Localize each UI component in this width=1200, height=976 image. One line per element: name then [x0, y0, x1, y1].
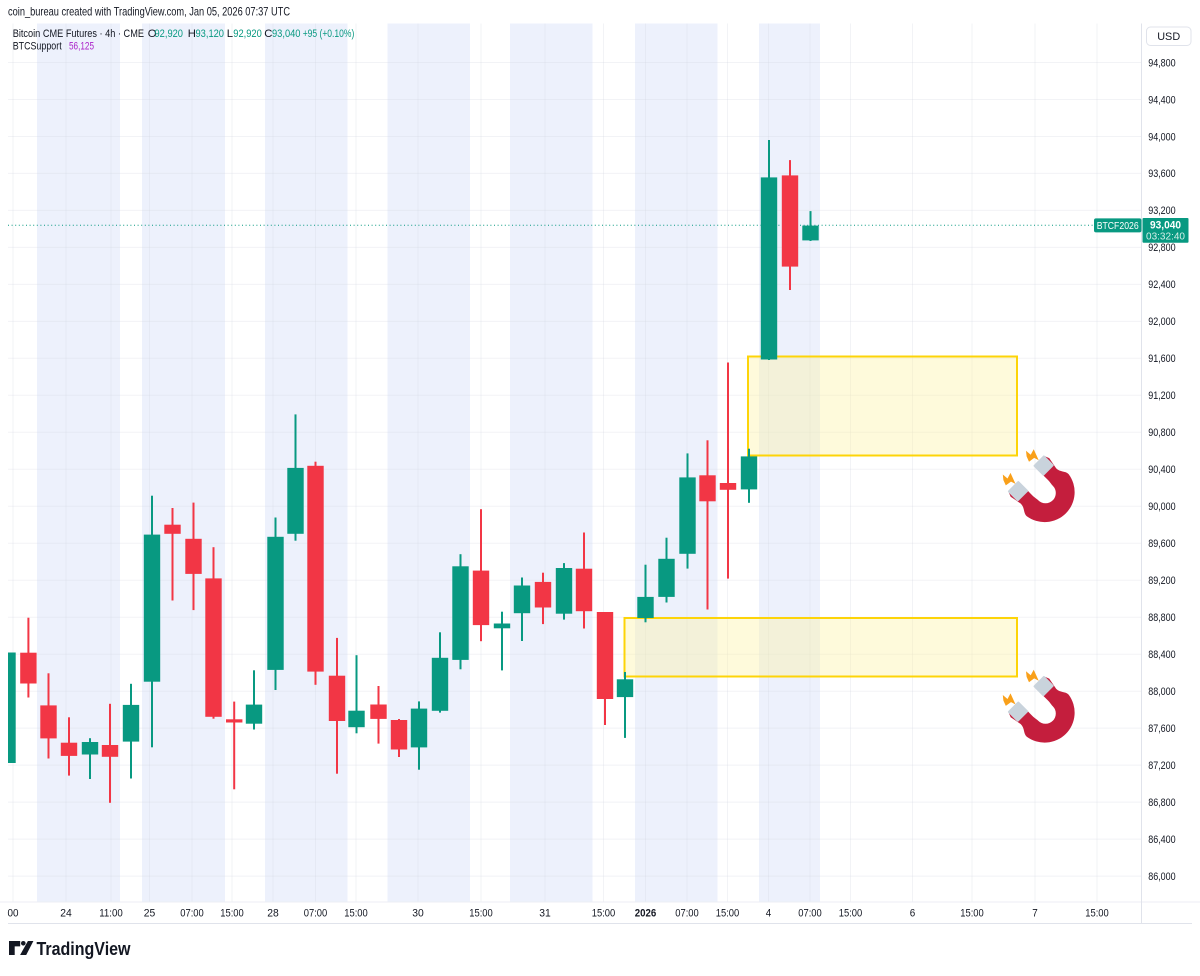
svg-text:07:00: 07:00: [675, 908, 699, 920]
svg-text:92,920: 92,920: [233, 28, 261, 40]
svg-text:+95 (+0.10%): +95 (+0.10%): [303, 28, 355, 40]
svg-text:92,800: 92,800: [1148, 242, 1176, 254]
svg-text:86,400: 86,400: [1148, 834, 1176, 846]
svg-text:87,600: 87,600: [1148, 723, 1176, 735]
svg-text:24: 24: [60, 908, 72, 920]
svg-text:15:00: 15:00: [839, 908, 863, 920]
svg-text:30: 30: [412, 908, 424, 920]
svg-text:7: 7: [1032, 908, 1038, 920]
svg-text:93,200: 93,200: [1148, 205, 1176, 217]
svg-text:BTCF2026: BTCF2026: [1097, 221, 1139, 232]
svg-text:25: 25: [144, 908, 156, 920]
svg-text:89,600: 89,600: [1148, 538, 1176, 550]
svg-text:07:00: 07:00: [304, 908, 328, 920]
svg-text:BTCSupport: BTCSupport: [13, 41, 63, 53]
svg-text:90,400: 90,400: [1148, 464, 1176, 476]
svg-text:03:32:40: 03:32:40: [1146, 231, 1185, 243]
svg-text:87,200: 87,200: [1148, 760, 1176, 772]
svg-text:56,125: 56,125: [69, 41, 94, 53]
svg-text:90,000: 90,000: [1148, 501, 1176, 513]
svg-text:88,800: 88,800: [1148, 612, 1176, 624]
svg-text:93,600: 93,600: [1148, 168, 1176, 180]
svg-text:USD: USD: [1157, 31, 1180, 43]
svg-text:91,200: 91,200: [1148, 390, 1176, 402]
svg-text:92,920: 92,920: [155, 28, 184, 40]
svg-text:92,000: 92,000: [1148, 316, 1176, 328]
svg-text:93,040: 93,040: [272, 28, 301, 40]
svg-text:L: L: [227, 28, 233, 40]
svg-text:15:00: 15:00: [1085, 908, 1109, 920]
svg-text:92,400: 92,400: [1148, 279, 1176, 291]
svg-text:2026: 2026: [635, 908, 657, 920]
svg-text:6: 6: [910, 908, 916, 920]
svg-text:11:00: 11:00: [99, 908, 123, 920]
svg-text:31: 31: [539, 908, 551, 920]
svg-text:94,000: 94,000: [1148, 131, 1176, 143]
svg-text:07:00: 07:00: [180, 908, 204, 920]
svg-text:15:00: 15:00: [220, 908, 244, 920]
svg-text:94,400: 94,400: [1148, 94, 1176, 106]
svg-text:91,600: 91,600: [1148, 353, 1176, 365]
svg-text:93,040: 93,040: [1150, 219, 1181, 231]
svg-text:TradingView: TradingView: [37, 938, 132, 959]
svg-text:28: 28: [267, 908, 279, 920]
svg-text:15:00: 15:00: [716, 908, 740, 920]
svg-text:94,800: 94,800: [1148, 57, 1176, 69]
svg-text:88,400: 88,400: [1148, 649, 1176, 661]
svg-text:00: 00: [8, 908, 19, 920]
svg-text:Bitcoin CME Futures · 4h · CME: Bitcoin CME Futures · 4h · CME: [13, 28, 145, 40]
svg-text:15:00: 15:00: [960, 908, 984, 920]
svg-text:89,200: 89,200: [1148, 575, 1176, 587]
svg-text:86,800: 86,800: [1148, 797, 1176, 809]
svg-text:07:00: 07:00: [798, 908, 822, 920]
svg-text:H: H: [188, 28, 196, 40]
svg-text:88,000: 88,000: [1148, 686, 1176, 698]
svg-text:4: 4: [766, 908, 772, 920]
svg-text:93,120: 93,120: [196, 28, 225, 40]
svg-text:15:00: 15:00: [592, 908, 616, 920]
svg-text:15:00: 15:00: [344, 908, 368, 920]
svg-text:coin_bureau created with Tradi: coin_bureau created with TradingView.com…: [8, 5, 290, 19]
svg-text:O: O: [148, 28, 157, 40]
svg-text:C: C: [264, 28, 272, 40]
svg-text:86,000: 86,000: [1148, 871, 1176, 883]
svg-text:90,800: 90,800: [1148, 427, 1176, 439]
svg-text:15:00: 15:00: [469, 908, 493, 920]
